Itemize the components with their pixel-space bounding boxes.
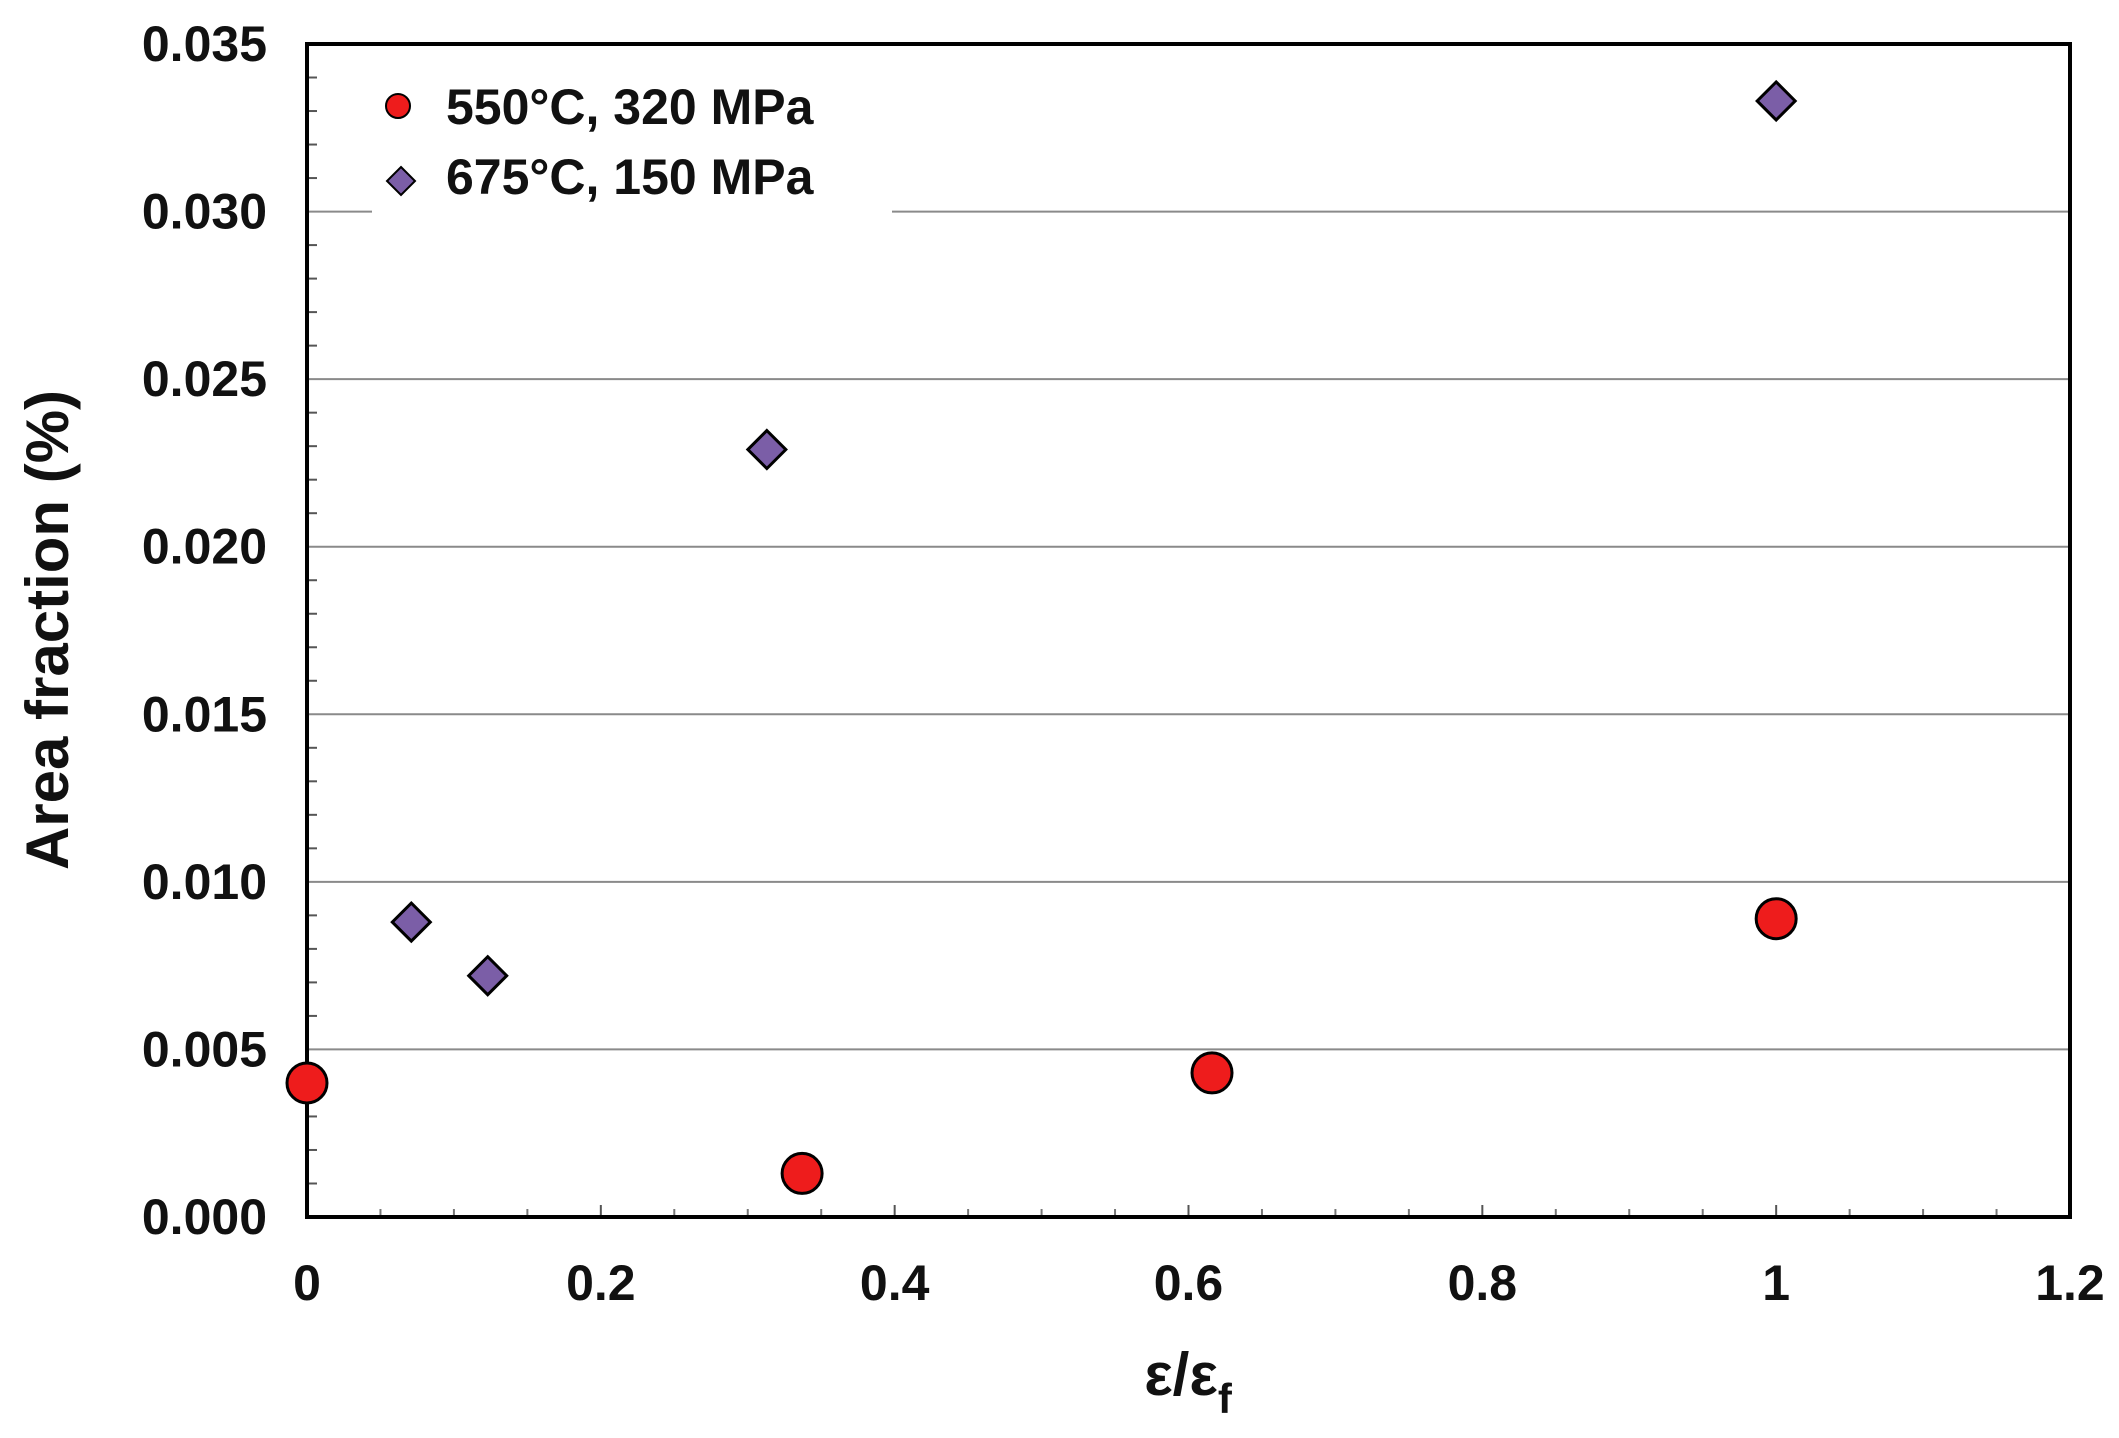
y-axis-title: Area fraction (%) [14,390,81,870]
data-point-diamond-2 [466,954,509,997]
legend: 550°C, 320 MPa 675°C, 150 MPa [372,60,892,230]
y-axis-tick-labels: 0.000 0.005 0.010 0.015 0.020 0.025 0.030 0.035 [142,16,267,1245]
legend-label-550c: 550°C, 320 MPa [446,79,815,135]
data-point-circle-3 [1190,1051,1234,1095]
y-tick-label: 0.015 [142,686,267,742]
data-point-diamond-1 [390,900,433,944]
x-axis-tick-labels: 0 0.2 0.4 0.6 0.8 1 1.2 [293,1255,2105,1311]
plot-area-frame [305,42,2072,1219]
x-axis-title-subscript: f [1218,1375,1233,1422]
data-point-circle-1 [285,1061,329,1105]
y-tick-label: 0.035 [142,16,267,72]
y-tick-label: 0.020 [142,519,267,575]
x-tick-label: 0.2 [566,1255,636,1311]
y-tick-label: 0.025 [142,351,267,407]
legend-background [372,60,892,230]
y-tick-label: 0.030 [142,184,267,240]
x-axis-title-main: ε/ε [1144,1341,1218,1408]
legend-marker-550c [385,93,411,119]
x-tick-label: 1 [1762,1255,1790,1311]
legend-marker-675c [385,165,417,197]
y-tick-label: 0.005 [142,1021,267,1077]
data-point-circle-2 [780,1151,824,1195]
data-point-diamond-3 [745,428,788,471]
y-tick-label: 0.010 [142,854,267,910]
data-markers [285,79,1798,1195]
x-tick-label: 0 [293,1255,321,1311]
x-tick-label: 0.4 [860,1255,930,1311]
x-tick-label: 0.6 [1154,1255,1224,1311]
y-tick-label: 0.000 [142,1189,267,1245]
legend-label-675c: 675°C, 150 MPa [446,149,815,205]
data-point-circle-4 [1754,897,1798,941]
data-point-diamond-4 [1755,79,1798,123]
x-tick-label: 0.8 [1448,1255,1518,1311]
x-tick-label: 1.2 [2035,1255,2105,1311]
x-axis-title: ε/εf [1144,1341,1233,1422]
